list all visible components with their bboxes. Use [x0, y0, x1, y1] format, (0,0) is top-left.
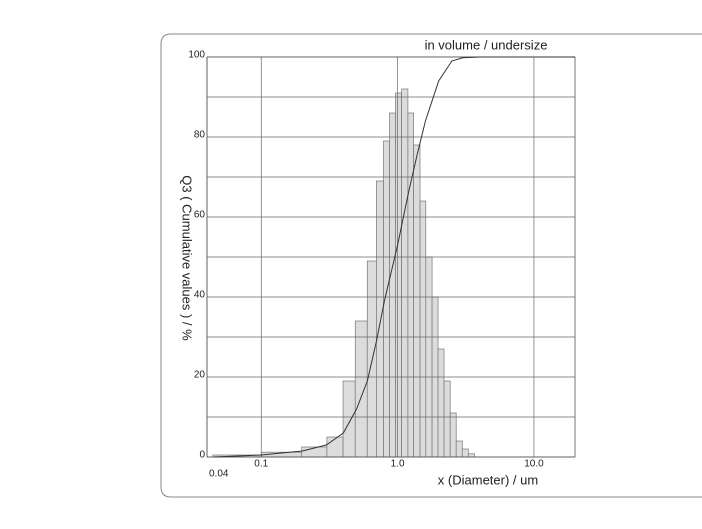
bar	[401, 88, 409, 458]
bar	[455, 440, 463, 458]
y-tick-label: 0	[199, 450, 205, 461]
bar	[389, 112, 396, 458]
y-axis-label: Q3 ( Cumulative values ) / %	[180, 175, 195, 341]
bar	[419, 200, 427, 458]
bar	[366, 260, 377, 458]
bar	[443, 380, 451, 458]
y-tick-label: 60	[194, 210, 206, 221]
y-tick-label: 100	[188, 50, 205, 61]
bar	[467, 453, 475, 458]
bar	[425, 256, 433, 458]
frame	[160, 33, 702, 498]
bar	[376, 180, 384, 458]
bar	[407, 112, 414, 458]
bar	[437, 348, 445, 458]
y-tick-label: 80	[194, 130, 206, 141]
bar	[449, 412, 457, 458]
bar	[342, 380, 356, 458]
x-tick-label: 0.1	[254, 459, 268, 470]
x-tick-label: 1.0	[391, 459, 405, 470]
annotation: in volume / undersize	[425, 37, 548, 52]
bar	[461, 448, 469, 458]
cumulative-line	[213, 56, 575, 458]
x-tick-label: 0.04	[209, 469, 229, 480]
bar	[413, 144, 421, 458]
x-axis-label: x (Diameter) / um	[438, 472, 538, 487]
y-tick-label: 20	[194, 370, 206, 381]
bar	[354, 320, 368, 458]
plot-border	[206, 56, 576, 458]
y-tick-label: 40	[194, 290, 206, 301]
bar	[326, 436, 344, 458]
x-tick-label: 10.0	[524, 459, 544, 470]
bar	[395, 92, 402, 458]
